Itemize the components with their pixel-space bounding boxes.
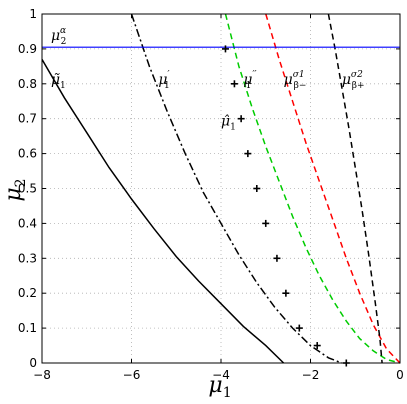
annotation-tilde_mu1: μ̃1 (51, 72, 66, 91)
y-tick-label: 0.9 (18, 42, 37, 56)
ticks-group: −8 −6 −4 −2 0 0 0.1 0.2 0.3 0.4 0.5 0.6 0.7 0.8 0.9 1 (18, 7, 404, 382)
y-tick-label: 0.7 (18, 112, 37, 126)
y-tick-label: 0 (29, 356, 37, 370)
annotation-mu1_doubleprime: μ′′ 1 (243, 70, 256, 91)
annotation-mu2_alpha: μα 2 (51, 26, 66, 47)
plus-marker (273, 254, 281, 262)
x-tick-label: 0 (396, 368, 404, 382)
x-tick-label: −8 (33, 368, 51, 382)
plus-marker (221, 45, 229, 53)
annotation-mu_beta_plus: μσ2 β+ (342, 70, 365, 91)
y-tick-label: 0.5 (18, 182, 37, 196)
annotation-mu_beta_minus: μσ1 β− (284, 70, 307, 91)
x-tick-label: −2 (302, 368, 320, 382)
annotation-group: μα 2 μ̃1 μ′ 1 μ′′ 1 μσ1 β− μσ2 β+ μ̂1 (51, 26, 365, 133)
plus-marker (230, 80, 238, 88)
series-group (41, 13, 401, 364)
series-line-mu_beta_plus (327, 13, 383, 364)
x-tick-label: −4 (212, 368, 230, 382)
y-tick-label: 0.1 (18, 321, 37, 335)
plus-marker (262, 219, 270, 227)
y-tick-label: 0.4 (18, 216, 37, 230)
plus-marker (295, 324, 303, 332)
y-tick-label: 0.6 (18, 147, 37, 161)
series-line-tilde_mu1 (41, 59, 285, 364)
x-axis-label: μ1 (208, 373, 231, 401)
y-axis-label: μ2 (1, 178, 29, 201)
x-tick-label: −6 (123, 368, 141, 382)
y-tick-label: 1 (29, 7, 37, 21)
y-tick-label: 0.3 (18, 251, 37, 265)
y-tick-label: 0.2 (18, 286, 37, 300)
series-line-mu1_doubleprime (224, 13, 401, 364)
annotation-hat_mu1: μ̂1 (221, 114, 236, 133)
plus-marker (237, 115, 245, 123)
y-tick-label: 0.8 (18, 77, 37, 91)
series-line-mu1_prime (130, 13, 343, 364)
plus-marker (244, 150, 252, 158)
marker-group (221, 45, 350, 367)
plot-area (42, 14, 400, 363)
plus-marker (282, 289, 290, 297)
annotation-mu1_prime: μ′ 1 (158, 70, 169, 91)
plus-marker (313, 342, 321, 350)
plus-marker (253, 185, 261, 192)
